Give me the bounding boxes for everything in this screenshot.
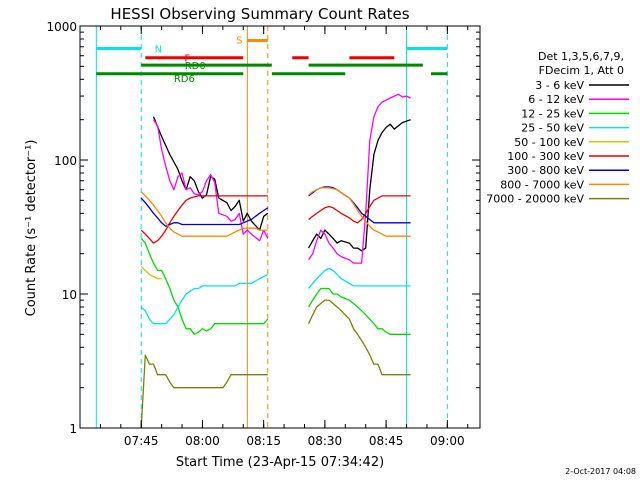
y-tick-label-3: 1000 bbox=[46, 20, 77, 34]
flag-label-rd6: RD6 bbox=[174, 74, 195, 85]
legend-label-2: 12 - 25 keV bbox=[521, 107, 584, 120]
legend-label-1: 6 - 12 keV bbox=[528, 93, 584, 106]
legend-label-8: 7000 - 20000 keV bbox=[486, 193, 584, 206]
x-tick-label-0: 07:45 bbox=[124, 434, 159, 448]
x-tick-label-5: 09:00 bbox=[430, 434, 465, 448]
x-tick-label-2: 08:15 bbox=[246, 434, 281, 448]
series-line-800-7000-keV bbox=[140, 187, 411, 237]
axes: 1 10 100 1000 07:45 08:00 08:15 08:30 08:45 09:00 bbox=[46, 20, 481, 448]
legend: Det 1,3,5,6,7,9, FDecim 1, Att 0 3 - 6 k… bbox=[486, 50, 629, 206]
x-tick-label-1: 08:00 bbox=[185, 434, 220, 448]
y-axis-label: Count Rate (s⁻¹ detector⁻¹) bbox=[24, 140, 39, 317]
legend-label-3: 25 - 50 keV bbox=[521, 122, 584, 135]
x-axis-label: Start Time (23-Apr-15 07:34:42) bbox=[176, 455, 384, 470]
plot-frame bbox=[79, 25, 481, 429]
series-line-50-100-keV bbox=[140, 266, 162, 280]
chart-title: HESSI Observing Summary Count Rates bbox=[110, 5, 409, 23]
plot-background bbox=[80, 26, 480, 428]
y-tick-label-0: 1 bbox=[69, 422, 77, 436]
series-line-25-50-keV bbox=[140, 267, 411, 325]
x-tick-label-3: 08:30 bbox=[308, 434, 343, 448]
y-tick-label-1: 10 bbox=[62, 288, 77, 302]
legend-label-0: 3 - 6 keV bbox=[535, 79, 584, 92]
series-line-12-25-keV bbox=[140, 237, 411, 335]
legend-label-5: 100 - 300 keV bbox=[507, 150, 584, 163]
series-line-300-800-keV bbox=[140, 186, 411, 227]
x-tick-label-4: 08:45 bbox=[369, 434, 404, 448]
legend-header-2: FDecim 1, Att 0 bbox=[539, 64, 624, 77]
flag-label-n: N bbox=[155, 44, 162, 55]
legend-label-6: 300 - 800 keV bbox=[507, 164, 584, 177]
flag-label-rd0: RD0 bbox=[185, 61, 206, 72]
plot-area bbox=[80, 26, 480, 428]
legend-label-4: 50 - 100 keV bbox=[514, 136, 584, 149]
legend-label-7: 800 - 7000 keV bbox=[500, 178, 584, 191]
flag-label-s: S bbox=[236, 35, 242, 46]
flag-label-f: F bbox=[184, 54, 190, 65]
series-line-7000-20000-keV bbox=[140, 299, 411, 429]
series-line-100-300-keV bbox=[140, 195, 411, 244]
series-line-6-12-keV bbox=[152, 93, 411, 264]
legend-header-1: Det 1,3,5,6,7,9, bbox=[538, 50, 624, 63]
footer-timestamp: 2-Oct-2017 04:08 bbox=[565, 467, 636, 476]
y-tick-label-2: 100 bbox=[54, 154, 77, 168]
